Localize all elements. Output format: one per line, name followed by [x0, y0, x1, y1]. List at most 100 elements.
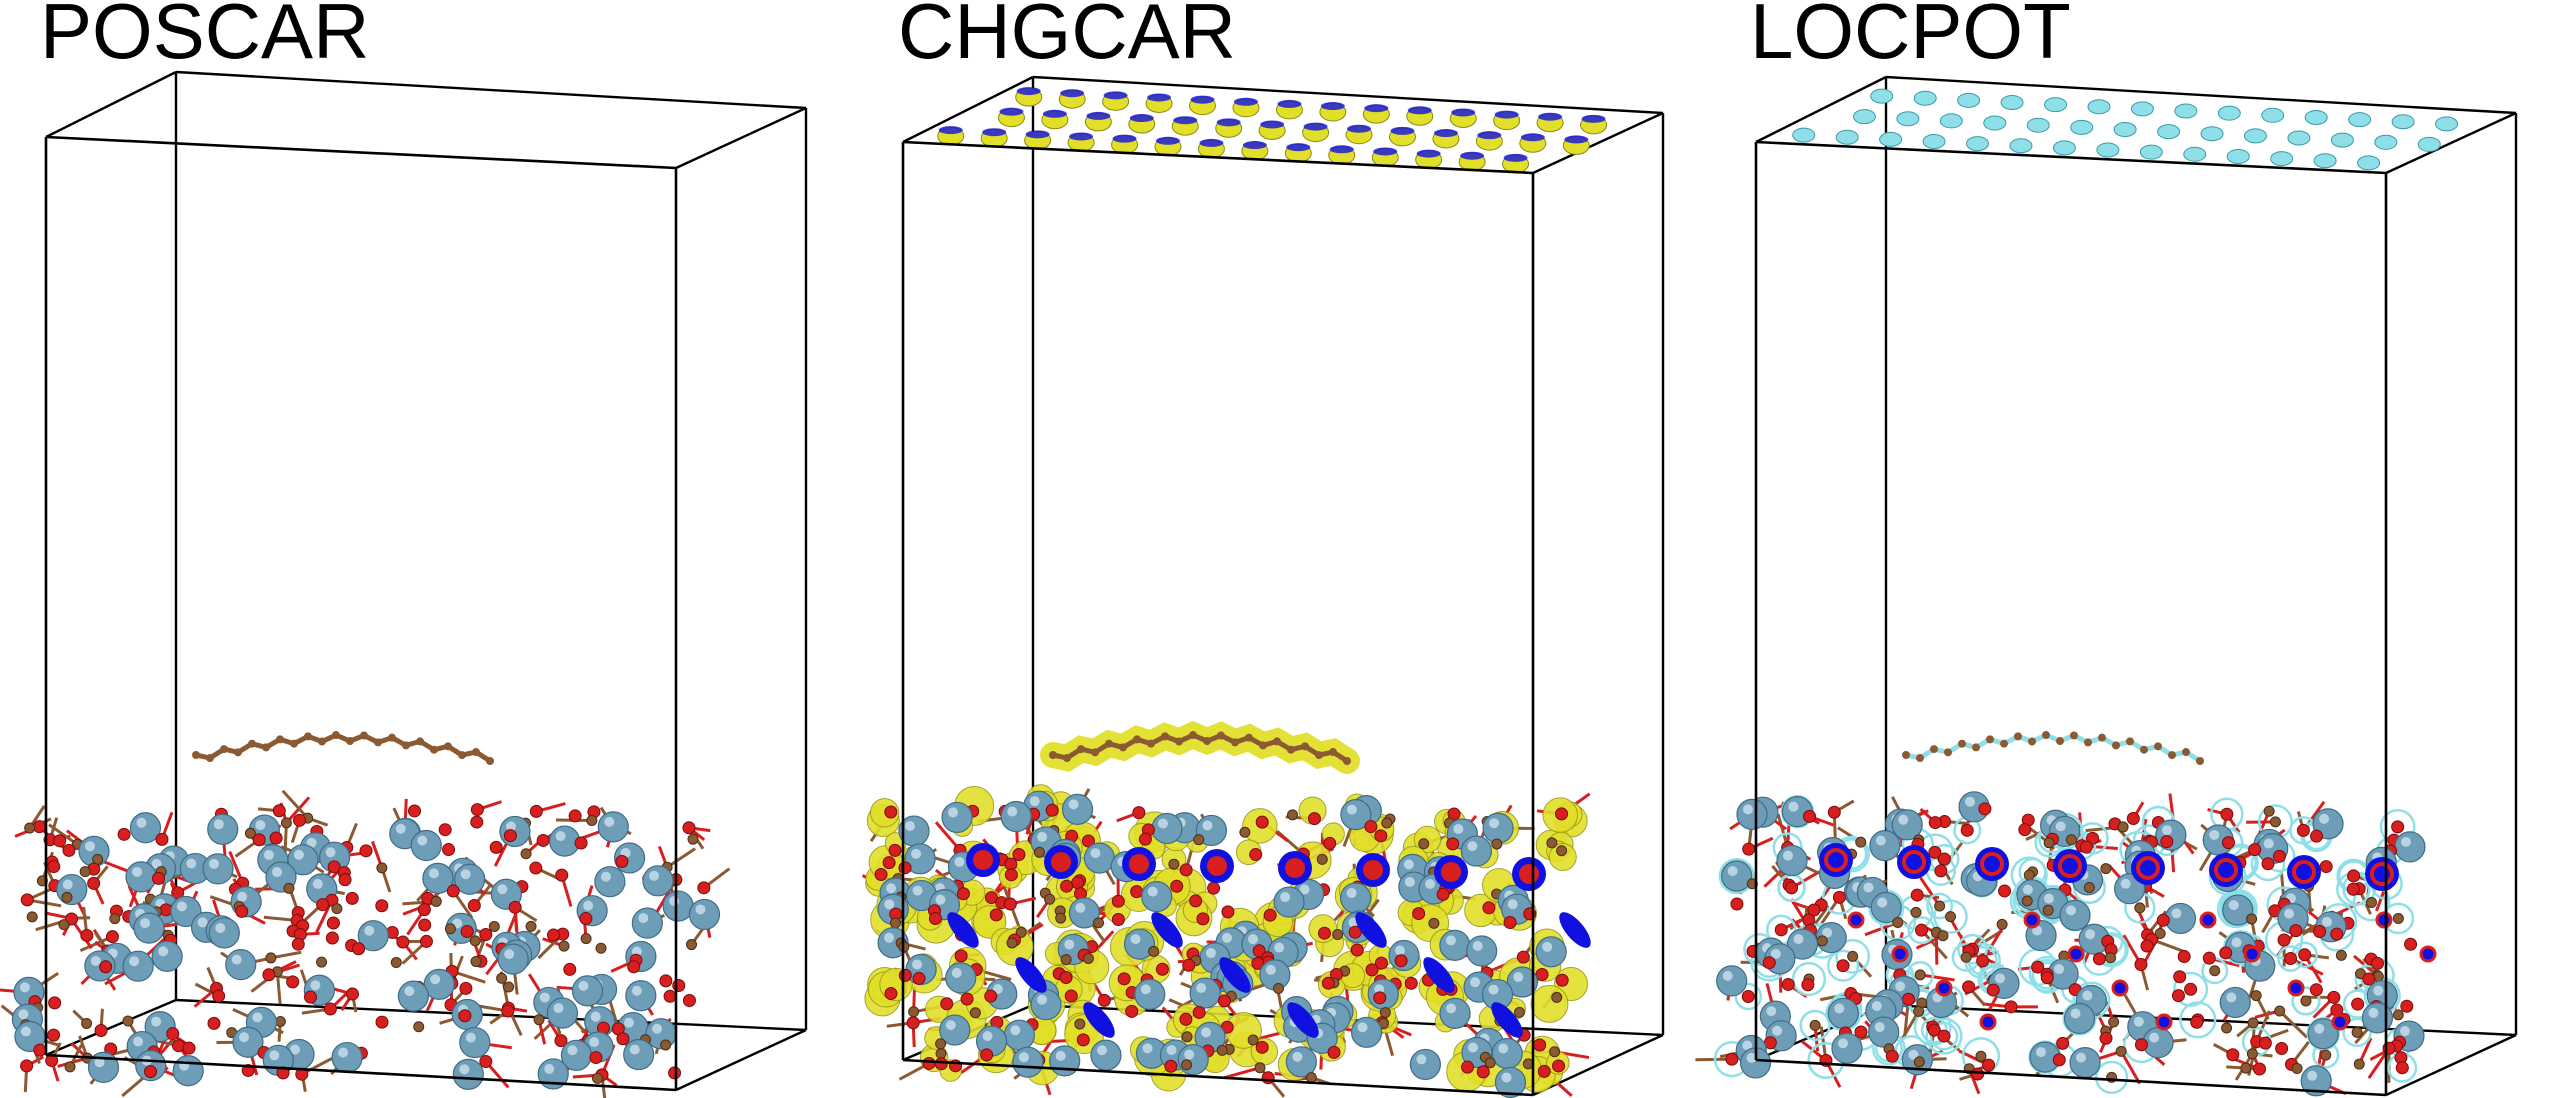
oxygen-atom — [1404, 976, 1418, 990]
charge-cross-section — [1147, 93, 1172, 102]
potential-isosurface-cap — [1896, 111, 1920, 127]
oxygen-atom — [2272, 849, 2286, 863]
metal-atom — [497, 943, 529, 975]
section-core — [2136, 856, 2160, 880]
oxygen-atom — [2275, 1042, 2289, 1056]
oxygen-atom — [166, 1027, 180, 1041]
oxygen-atom — [980, 1048, 994, 1062]
atom-highlight — [62, 879, 73, 890]
cell-edge — [45, 998, 177, 1057]
oxygen-atom — [1482, 901, 1496, 915]
atom-highlight — [2070, 1008, 2081, 1019]
potential-isosurface-cap — [2270, 151, 2294, 167]
carbon-atom — [2240, 1062, 2252, 1074]
atom-highlight — [2226, 992, 2237, 1003]
metal-atom — [172, 1055, 204, 1087]
charge-cross-section — [1155, 136, 1180, 145]
oxygen-atom — [47, 1028, 61, 1042]
atom-highlight — [1265, 964, 1276, 975]
atom-highlight — [1140, 984, 1151, 995]
atom-highlight — [1788, 801, 1799, 812]
charge-cross-section — [1477, 131, 1502, 140]
oxygen-atom — [2056, 1036, 2070, 1050]
oxygen-atom — [292, 813, 306, 827]
atom-highlight — [1838, 1038, 1849, 1049]
atom-highlight — [271, 867, 282, 878]
atom-highlight — [2228, 900, 2239, 911]
potential-isosurface-cap — [2183, 146, 2207, 162]
carbon-atom — [1060, 954, 1072, 966]
carbon-atom — [1428, 917, 1440, 929]
bond — [2119, 1050, 2142, 1085]
carbon-atom — [2065, 834, 2077, 846]
oxygen-atom — [2184, 982, 2198, 996]
carbon-atom — [908, 1006, 920, 1018]
oxygen-atom — [589, 1051, 603, 1065]
section-core — [2292, 860, 2316, 884]
charge-cross-section — [1538, 112, 1563, 121]
oxygen-atom — [94, 1024, 108, 1038]
oxygen-atom — [316, 898, 330, 912]
atom-highlight — [237, 891, 248, 902]
potential-minimum — [2375, 911, 2393, 929]
oxygen-atom — [99, 960, 113, 974]
atom-highlight — [2368, 1007, 2379, 1018]
chain-atom — [1077, 745, 1085, 754]
bond — [281, 789, 309, 820]
carbon-atom — [2023, 869, 2035, 881]
oxygen-atom — [672, 979, 686, 993]
carbon-atom — [1809, 1019, 1821, 1031]
atom-highlight — [2161, 825, 2172, 836]
carbon-atom — [1305, 1072, 1317, 1084]
oxygen-atom — [20, 1059, 34, 1073]
oxygen-atom — [898, 861, 912, 875]
oxygen-atom — [2126, 812, 2140, 826]
chain-atom — [486, 757, 494, 765]
oxygen-atom — [1730, 897, 1744, 911]
carbon-atom — [331, 903, 343, 915]
oxygen-atom — [1555, 973, 1569, 987]
potential-isosurface-cap — [1870, 88, 1894, 104]
oxygen-atom — [615, 854, 629, 868]
charge-cross-section — [1129, 114, 1154, 123]
atom-highlight — [395, 823, 406, 834]
oxygen-atom — [579, 912, 593, 926]
chain-atom — [444, 742, 452, 751]
oxygen-atom — [884, 805, 898, 819]
carbon-atom — [58, 919, 70, 931]
atom-highlight — [2133, 1016, 2144, 1027]
atom-highlight — [158, 946, 169, 957]
carbon-atom — [660, 1039, 672, 1051]
atom-highlight — [215, 922, 226, 933]
oxygen-atom — [1976, 954, 1990, 968]
oxygen-atom — [1261, 1071, 1275, 1085]
atom-highlight — [2082, 990, 2093, 1001]
carbon-atom — [1272, 982, 1284, 994]
carbon-atom — [1551, 991, 1563, 1003]
carbon-atom — [61, 891, 73, 903]
atom-highlight — [263, 849, 274, 860]
charge-cross-section — [1329, 145, 1354, 154]
atom-highlight — [629, 1044, 640, 1055]
oxygen-atom — [442, 843, 456, 857]
oxygen-atom — [888, 843, 902, 857]
potential-isosurface-cap — [2313, 153, 2337, 169]
atom-highlight — [1403, 859, 1414, 870]
carbon-atom — [79, 866, 91, 878]
oxygen-atom — [984, 891, 998, 905]
charge-lobe — [1559, 912, 1591, 948]
oxygen-atom — [408, 804, 422, 818]
atom-highlight — [1908, 1049, 1919, 1060]
oxygen-atom — [956, 887, 970, 901]
carbon-atom — [430, 895, 442, 907]
oxygen-atom — [928, 912, 942, 926]
atom-highlight — [2314, 1023, 2325, 1034]
carbon-atom — [1379, 1007, 1391, 1019]
atom-highlight — [1467, 1042, 1478, 1053]
atom-highlight — [623, 1017, 634, 1028]
atom-highlight — [1722, 970, 1733, 981]
carbon-atom — [580, 933, 592, 945]
oxygen-atom — [1125, 1004, 1139, 1018]
oxygen-atom — [934, 1057, 948, 1071]
chain-atom — [1287, 745, 1295, 754]
